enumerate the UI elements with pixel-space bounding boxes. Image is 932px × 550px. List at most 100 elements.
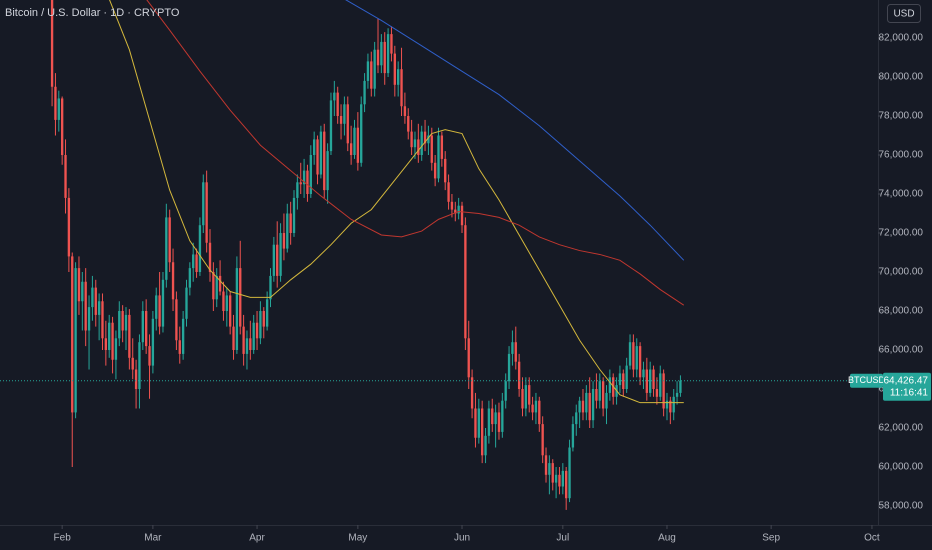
candle-body [141,311,144,343]
candle-body [659,373,662,397]
countdown-label: 11:16:41 [890,387,929,398]
candle-body [336,92,339,117]
candle-body [349,143,353,156]
currency-button[interactable] [887,4,921,23]
y-tick-label: 70,000.00 [879,267,924,278]
x-tick-label: Aug [658,533,676,544]
candle-body [501,400,504,432]
candle-body [60,98,64,156]
candle-body [608,377,612,393]
candle-body [645,369,648,393]
candle-body [491,408,494,425]
candle-body [228,295,232,327]
candle-body [84,281,87,331]
candle-body [111,322,114,360]
candle-body [605,392,608,409]
candle-body [225,295,228,312]
candle-body [487,408,491,436]
symbol-label: BTCUSD [848,375,886,385]
candle-body [390,34,393,54]
candle-body [521,389,524,409]
candle-body [97,301,101,315]
candle-body [245,338,249,354]
candle-body [665,400,669,409]
candle-body [528,385,531,405]
candle-body [467,338,470,378]
candle-body [195,254,198,273]
candle-body [474,408,477,438]
candle-body [333,92,336,101]
x-tick-label: Feb [54,533,72,544]
candle-body [484,435,487,456]
candle-body [403,106,407,117]
candle-body [433,162,437,179]
plot-area [0,0,878,510]
candle-body [531,404,534,413]
candle-body [94,287,97,315]
candle-body [363,80,366,105]
candle-body [625,365,628,390]
candle-body [497,412,501,432]
candle-body [444,158,447,183]
candle-body [215,275,218,300]
y-tick-label: 68,000.00 [879,306,924,317]
y-tick-label: 58,000.00 [879,501,924,512]
candle-body [205,182,208,243]
candle-body [178,340,181,354]
candle-body [595,389,598,401]
candle-body [242,326,245,354]
candle-body [212,272,215,300]
candle-body [208,242,212,273]
candle-body [575,412,578,425]
candle-body [57,98,60,120]
candle-body [161,279,165,327]
y-tick-label: 62,000.00 [879,423,924,434]
candle-body [323,131,326,191]
candle-body [481,408,484,456]
candle-body [299,182,302,185]
candle-body [649,369,652,393]
candle-body [128,314,131,358]
candle-body [437,135,440,179]
candle-body [262,311,265,327]
candle-body [316,139,319,175]
candle-body [171,262,175,300]
candle-body [67,197,71,257]
y-tick-label: 74,000.00 [879,189,924,200]
candle-body [165,217,168,280]
candle-body [306,170,309,195]
candle-body [131,357,134,370]
candle-body [548,463,551,475]
y-tick-label: 72,000.00 [879,228,924,239]
candle-body [138,342,141,390]
candle-body [370,61,373,89]
candle-body [272,244,276,276]
candle-body [326,151,329,191]
candle-body [101,301,104,339]
candle-body [218,275,222,292]
candle-body [188,268,192,288]
candle-body [655,389,659,397]
candle-body [679,380,682,393]
candle-body [356,127,360,163]
x-tick-label: Jun [454,533,470,544]
candle-body [158,295,161,327]
candle-body [155,295,158,319]
y-tick-label: 78,000.00 [879,111,924,122]
y-tick-label: 82,000.00 [879,33,924,44]
candle-body [554,474,558,483]
candle-body [255,322,259,339]
candle-body [524,385,528,409]
currency-label[interactable]: USD [893,9,914,20]
candle-body [558,474,561,487]
candle-body [662,373,665,409]
candle-body [329,100,333,152]
moving-average-line [109,0,684,404]
candle-body [286,213,289,249]
candle-body [598,381,601,401]
candle-body [632,342,635,370]
candle-body [571,424,575,448]
price-tag [883,372,931,401]
y-tick-label: 60,000.00 [879,462,924,473]
candle-body [470,377,474,409]
